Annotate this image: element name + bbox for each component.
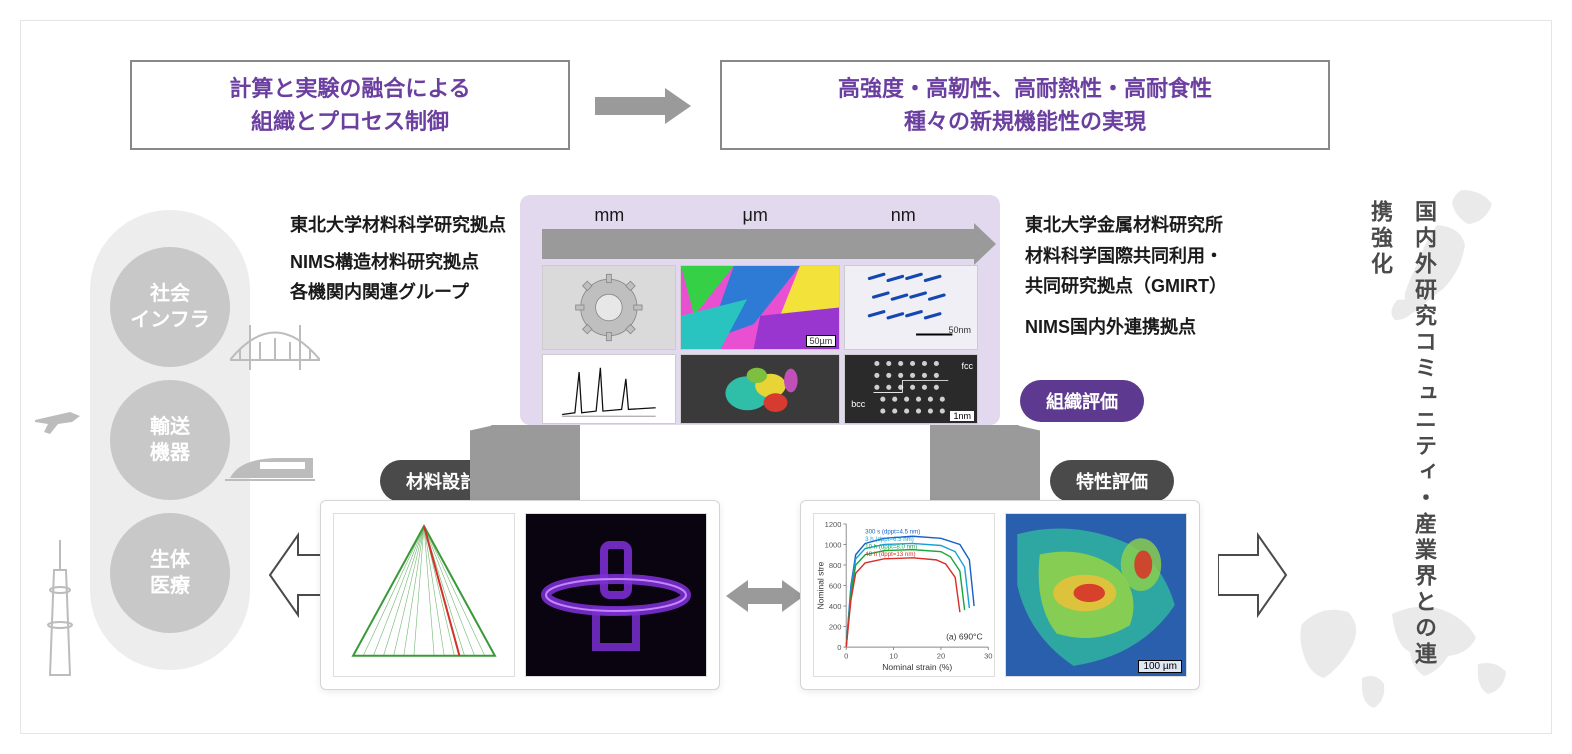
svg-text:1200: 1200 <box>825 520 842 529</box>
svg-text:30: 30 <box>984 651 992 660</box>
domain-biomed-l1: 生体 <box>150 547 190 573</box>
svg-text:600: 600 <box>829 581 842 590</box>
partners-left: 東北大学材料科学研究拠点 NIMS構造材料研究拠点 各機関内関連グループ <box>290 210 530 308</box>
svg-text:10: 10 <box>889 651 897 660</box>
pill-structure-eval: 組織評価 <box>1020 380 1144 422</box>
thumb-gear <box>542 265 676 350</box>
svg-text:800: 800 <box>829 561 842 570</box>
header-right-line1: 高強度・高靭性、高耐熱性・高耐食性 <box>838 72 1212 105</box>
application-domains-sidebar: 社会 インフラ 輸送 機器 生体 医療 <box>90 210 250 670</box>
thumb-ternary <box>333 513 515 677</box>
thumb-simulation <box>525 513 707 677</box>
scale-nm: nm <box>891 205 916 226</box>
thumb-stress-strain-chart: 0 200 400 600 800 1000 1200 0 10 20 30 Nominal stra… <box>813 513 995 677</box>
bridge-icon <box>230 320 320 380</box>
hrtem-fcc: fcc <box>961 361 973 371</box>
svg-text:3 h (dppt=6.5 nm): 3 h (dppt=6.5 nm) <box>865 536 914 543</box>
strainmap-scale: 100 µm <box>1138 660 1182 673</box>
domain-infra-l1: 社会 <box>130 281 209 307</box>
svg-text:400: 400 <box>829 602 842 611</box>
svg-text:48 h (dppt=13 nm): 48 h (dppt=13 nm) <box>865 551 915 558</box>
domain-biomed: 生体 医療 <box>110 513 230 633</box>
partners-right-4: NIMS国内外連携拠点 <box>1025 312 1285 343</box>
header-arrow-right-icon <box>595 88 691 124</box>
multiscale-thumb-grid: 50µm 50nm <box>542 265 978 424</box>
pill-property-eval: 特性評価 <box>1050 460 1174 502</box>
double-arrow-horizontal-icon <box>726 580 804 612</box>
svg-text:300 s (dppt=4.5 nm): 300 s (dppt=4.5 nm) <box>865 528 920 535</box>
partners-right-1: 材料科学国際共同利用・ <box>1025 241 1285 272</box>
plane-icon <box>30 400 85 445</box>
partners-right-0: 東北大学金属材料研究所 <box>1025 210 1285 241</box>
header-left-line2: 組織とプロセス制御 <box>251 105 449 138</box>
right-vertical-panel: 国内外研究コミュニティ・産業界との連携強化 <box>1322 200 1482 680</box>
svg-text:(a) 690°C: (a) 690°C <box>946 632 983 642</box>
thumb-strainmap: 100 µm <box>1005 513 1187 677</box>
train-icon <box>225 450 315 490</box>
panel-property: 0 200 400 600 800 1000 1200 0 10 20 30 Nominal stra… <box>800 500 1200 690</box>
thumb-hrtem: fcc bcc 1nm <box>844 354 978 424</box>
svg-text:10 h (dppt=8.0 nm): 10 h (dppt=8.0 nm) <box>865 544 917 551</box>
header-left-box: 計算と実験の融合による 組織とプロセス制御 <box>130 60 570 150</box>
svg-text:20: 20 <box>937 651 945 660</box>
domain-transport-l1: 輸送 <box>150 414 190 440</box>
partners-left-0: 東北大学材料科学研究拠点 <box>290 210 530 241</box>
domain-biomed-l2: 医療 <box>150 573 190 599</box>
partners-left-2: 各機関内関連グループ <box>290 277 530 308</box>
svg-text:200: 200 <box>829 622 842 631</box>
scale-um: μm <box>743 205 768 226</box>
right-vtext-1: 国内外研究コミュニティ・ <box>1412 200 1437 512</box>
thumb-3dgrains <box>680 354 841 424</box>
tower-icon <box>40 540 80 685</box>
hrtem-bcc: bcc <box>851 399 865 409</box>
svg-text:Nominal strain (%): Nominal strain (%) <box>882 662 952 672</box>
domain-transport: 輸送 機器 <box>110 380 230 500</box>
tem-scale: 50nm <box>948 325 971 335</box>
hrtem-scale: 1nm <box>950 411 974 421</box>
header-right-box: 高強度・高靭性、高耐熱性・高耐食性 種々の新規機能性の実現 <box>720 60 1330 150</box>
svg-text:0: 0 <box>837 643 841 652</box>
scale-mm: mm <box>594 205 624 226</box>
svg-text:1000: 1000 <box>825 540 842 549</box>
thumb-ebsd: 50µm <box>680 265 841 350</box>
domain-infra-l2: インフラ <box>130 307 209 333</box>
multiscale-panel: mm μm nm <box>520 195 1000 425</box>
right-vertical-text: 国内外研究コミュニティ・産業界との連携強化 <box>1358 200 1446 680</box>
outline-arrow-right-icon <box>1218 530 1288 620</box>
svg-text:0: 0 <box>844 651 848 660</box>
domain-transport-l2: 機器 <box>150 440 190 466</box>
svg-text:Nominal stre: Nominal stre <box>815 561 825 609</box>
partners-right: 東北大学金属材料研究所 材料科学国際共同利用・ 共同研究拠点（GMIRT） NI… <box>1025 210 1285 342</box>
scale-arrow-icon <box>542 229 978 259</box>
partners-left-1: NIMS構造材料研究拠点 <box>290 247 530 278</box>
domain-infra: 社会 インフラ <box>110 247 230 367</box>
ebsd-scale: 50µm <box>806 335 837 347</box>
panel-design <box>320 500 720 690</box>
scale-labels: mm μm nm <box>542 205 978 227</box>
thumb-tem: 50nm <box>844 265 978 350</box>
header-right-line2: 種々の新規機能性の実現 <box>904 105 1146 138</box>
partners-right-2: 共同研究拠点（GMIRT） <box>1025 271 1285 302</box>
header-left-line1: 計算と実験の融合による <box>229 72 470 105</box>
thumb-spectrum <box>542 354 676 424</box>
